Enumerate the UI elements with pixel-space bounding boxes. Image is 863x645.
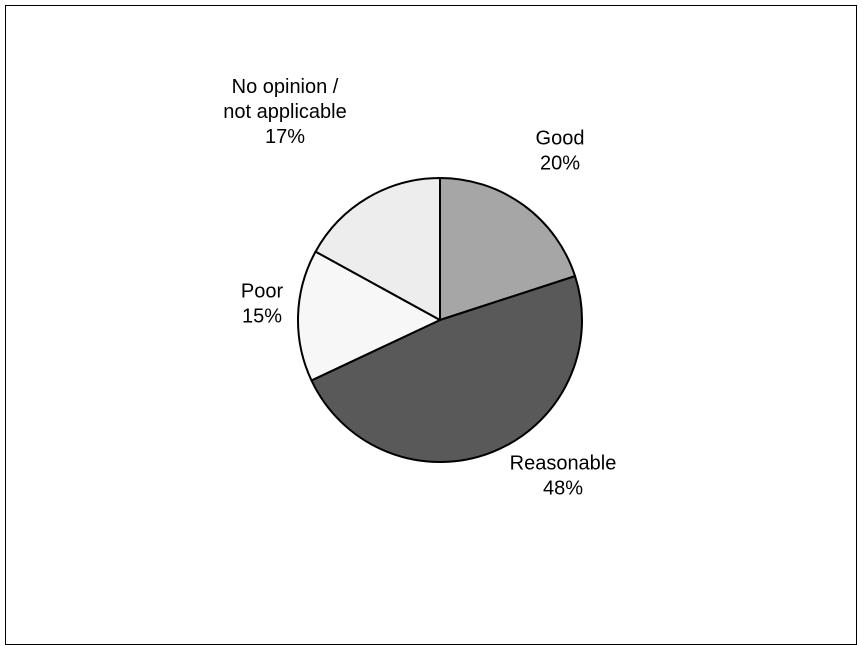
slice-percent-label: 20%: [540, 153, 580, 175]
slice-percent-label: 48%: [543, 478, 583, 500]
slice-label-reasonable: Reasonable 48%: [510, 453, 617, 500]
slice-name-label: No opinion /: [232, 76, 339, 98]
pie-slice-no-opinion-not-applicable: [314, 177, 441, 321]
slice-name-label: Reasonable: [510, 453, 617, 475]
pie-slice-good: [439, 177, 577, 321]
slice-label-no-opinion-not-applicable: No opinion / not applicable 17%: [223, 76, 346, 148]
pie-chart: Good 20% Reasonable 48% Poor 15% No opinion / n…: [223, 76, 617, 500]
slice-percent-label: 15%: [242, 306, 282, 328]
pie-slice-reasonable: [310, 275, 583, 463]
slice-label-poor: Poor 15%: [241, 281, 284, 328]
slice-name-label: Good: [536, 128, 585, 150]
pie-slice-poor: [297, 250, 441, 382]
slice-label-good: Good 20%: [536, 128, 585, 175]
slice-percent-label: 17%: [265, 126, 305, 148]
slice-name-label: Poor: [241, 281, 284, 303]
slice-name-label: not applicable: [223, 101, 346, 123]
pie-slices: [297, 177, 583, 463]
